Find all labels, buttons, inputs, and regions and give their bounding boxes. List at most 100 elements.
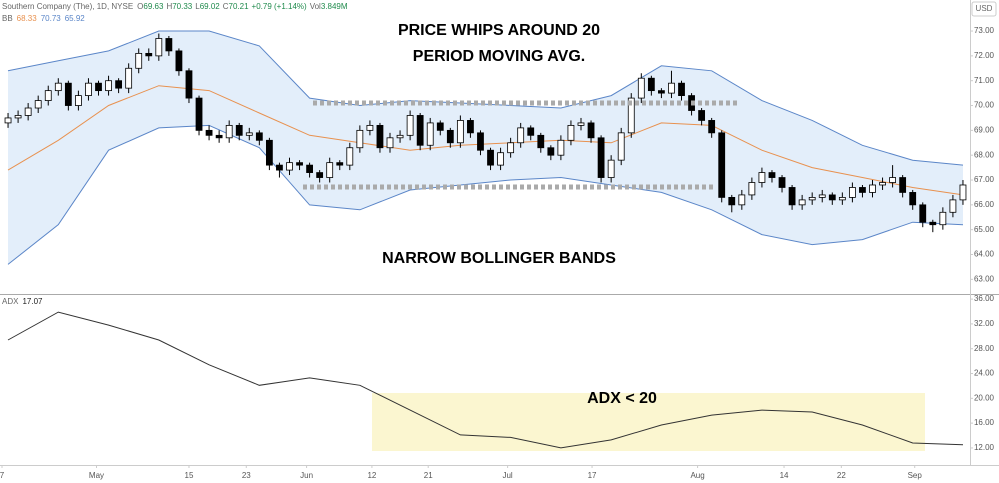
candle-body	[245, 132, 253, 136]
candle-body	[386, 137, 394, 149]
bb-label: BB	[2, 14, 13, 23]
candle-body	[919, 204, 927, 223]
y-tick-label: 66.00	[974, 200, 995, 209]
y-tick-label: 67.00	[974, 175, 995, 184]
ohlc-value: 69.02	[200, 2, 221, 11]
x-tick-label: May	[89, 471, 104, 480]
candle-body	[698, 110, 706, 121]
candle-body	[788, 187, 796, 206]
ohlc-label: H	[166, 2, 172, 11]
candle-body	[537, 134, 545, 149]
x-tick-label: 12	[367, 471, 376, 480]
candle-body	[64, 82, 72, 106]
candle-body	[597, 137, 605, 178]
candle-body	[115, 80, 123, 89]
candle-body	[778, 177, 786, 188]
y-tick-label: 32.00	[974, 319, 995, 328]
annotation: PRICE WHIPS AROUND 20	[398, 22, 600, 39]
candle-body	[326, 162, 334, 178]
candle-body	[135, 52, 143, 69]
bb-value: 68.33	[17, 14, 38, 23]
candle-body	[175, 50, 183, 72]
ohlc-label: C	[223, 2, 229, 11]
y-tick-label: 24.00	[974, 369, 995, 378]
candle-body	[818, 194, 826, 198]
candle-body	[617, 132, 625, 161]
candle-body	[446, 129, 454, 144]
candle-body	[668, 82, 675, 94]
candle-body	[14, 115, 22, 119]
candle-body	[195, 97, 203, 131]
band-fill	[8, 31, 963, 265]
candle-body	[848, 187, 856, 198]
candle-body	[869, 184, 876, 193]
candle-body	[768, 172, 776, 178]
candle-body	[155, 38, 163, 57]
y-tick-label: 64.00	[974, 250, 995, 259]
candle-body	[577, 122, 585, 126]
candle-body	[75, 95, 82, 106]
candle-body	[587, 122, 595, 139]
x-tick-label: Sep	[908, 471, 923, 480]
candle-body	[738, 194, 746, 206]
candle-body	[949, 199, 957, 213]
candle-body	[336, 162, 344, 166]
ohlc-label: O	[137, 2, 143, 11]
candle-body	[456, 120, 464, 144]
x-tick-label: Jul	[502, 471, 512, 480]
x-tick-label: 21	[424, 471, 433, 480]
line	[7, 311, 964, 449]
bb-value: 65.92	[65, 14, 86, 23]
candle-body	[959, 184, 967, 201]
candle-body	[286, 162, 293, 171]
candle-body	[276, 164, 283, 171]
candle-body	[557, 139, 565, 156]
adx-value: 17.07	[22, 297, 43, 306]
line	[7, 85, 964, 196]
volume: 3.849M	[321, 2, 348, 11]
candle-body	[406, 115, 414, 136]
candle-body	[225, 124, 233, 139]
candle-body	[507, 142, 515, 154]
candle-body	[808, 197, 816, 201]
candle-body	[929, 221, 937, 226]
candle-body	[255, 132, 263, 141]
header-line: Southern Company (The), 1D, NYSE O69.63 H7…	[2, 2, 348, 11]
candle-body	[95, 82, 102, 92]
candle-body	[165, 38, 173, 52]
candle-body	[718, 132, 726, 198]
candle-body	[346, 147, 354, 166]
candle-body	[517, 127, 525, 144]
candle-body	[708, 120, 716, 134]
annotation: NARROW BOLLINGER BANDS	[382, 250, 616, 267]
volume-label: Vol	[310, 2, 321, 11]
candle-body	[567, 124, 575, 141]
candle-body	[306, 164, 313, 173]
candle-body	[939, 211, 947, 226]
candle-body	[607, 159, 615, 178]
plot-layer	[1, 30, 973, 468]
candle-body	[296, 162, 303, 166]
candle-body	[235, 124, 243, 136]
candle-body	[54, 82, 62, 92]
bb-value: 70.73	[41, 14, 62, 23]
line	[7, 30, 964, 166]
candle-body	[215, 134, 223, 139]
x-tick-label: 17	[588, 471, 597, 480]
candle-body	[34, 100, 42, 109]
y-tick-label: 72.00	[974, 51, 995, 60]
annotation: ADX < 20	[587, 390, 657, 407]
y-tick-label: 69.00	[974, 125, 995, 134]
symbol: Southern Company (The), 1D, NYSE	[2, 2, 133, 11]
adx-legend: ADX 17.07	[2, 297, 43, 306]
candle-body	[4, 117, 12, 124]
candle-body	[487, 149, 494, 166]
candle-body	[477, 132, 484, 151]
candle-body	[24, 107, 32, 116]
candle-body	[416, 115, 424, 146]
candle-body	[145, 52, 153, 57]
ohlc-value: 70.33	[172, 2, 193, 11]
change: +0.79 (+1.14%)	[252, 2, 307, 11]
candle-body	[859, 187, 866, 193]
